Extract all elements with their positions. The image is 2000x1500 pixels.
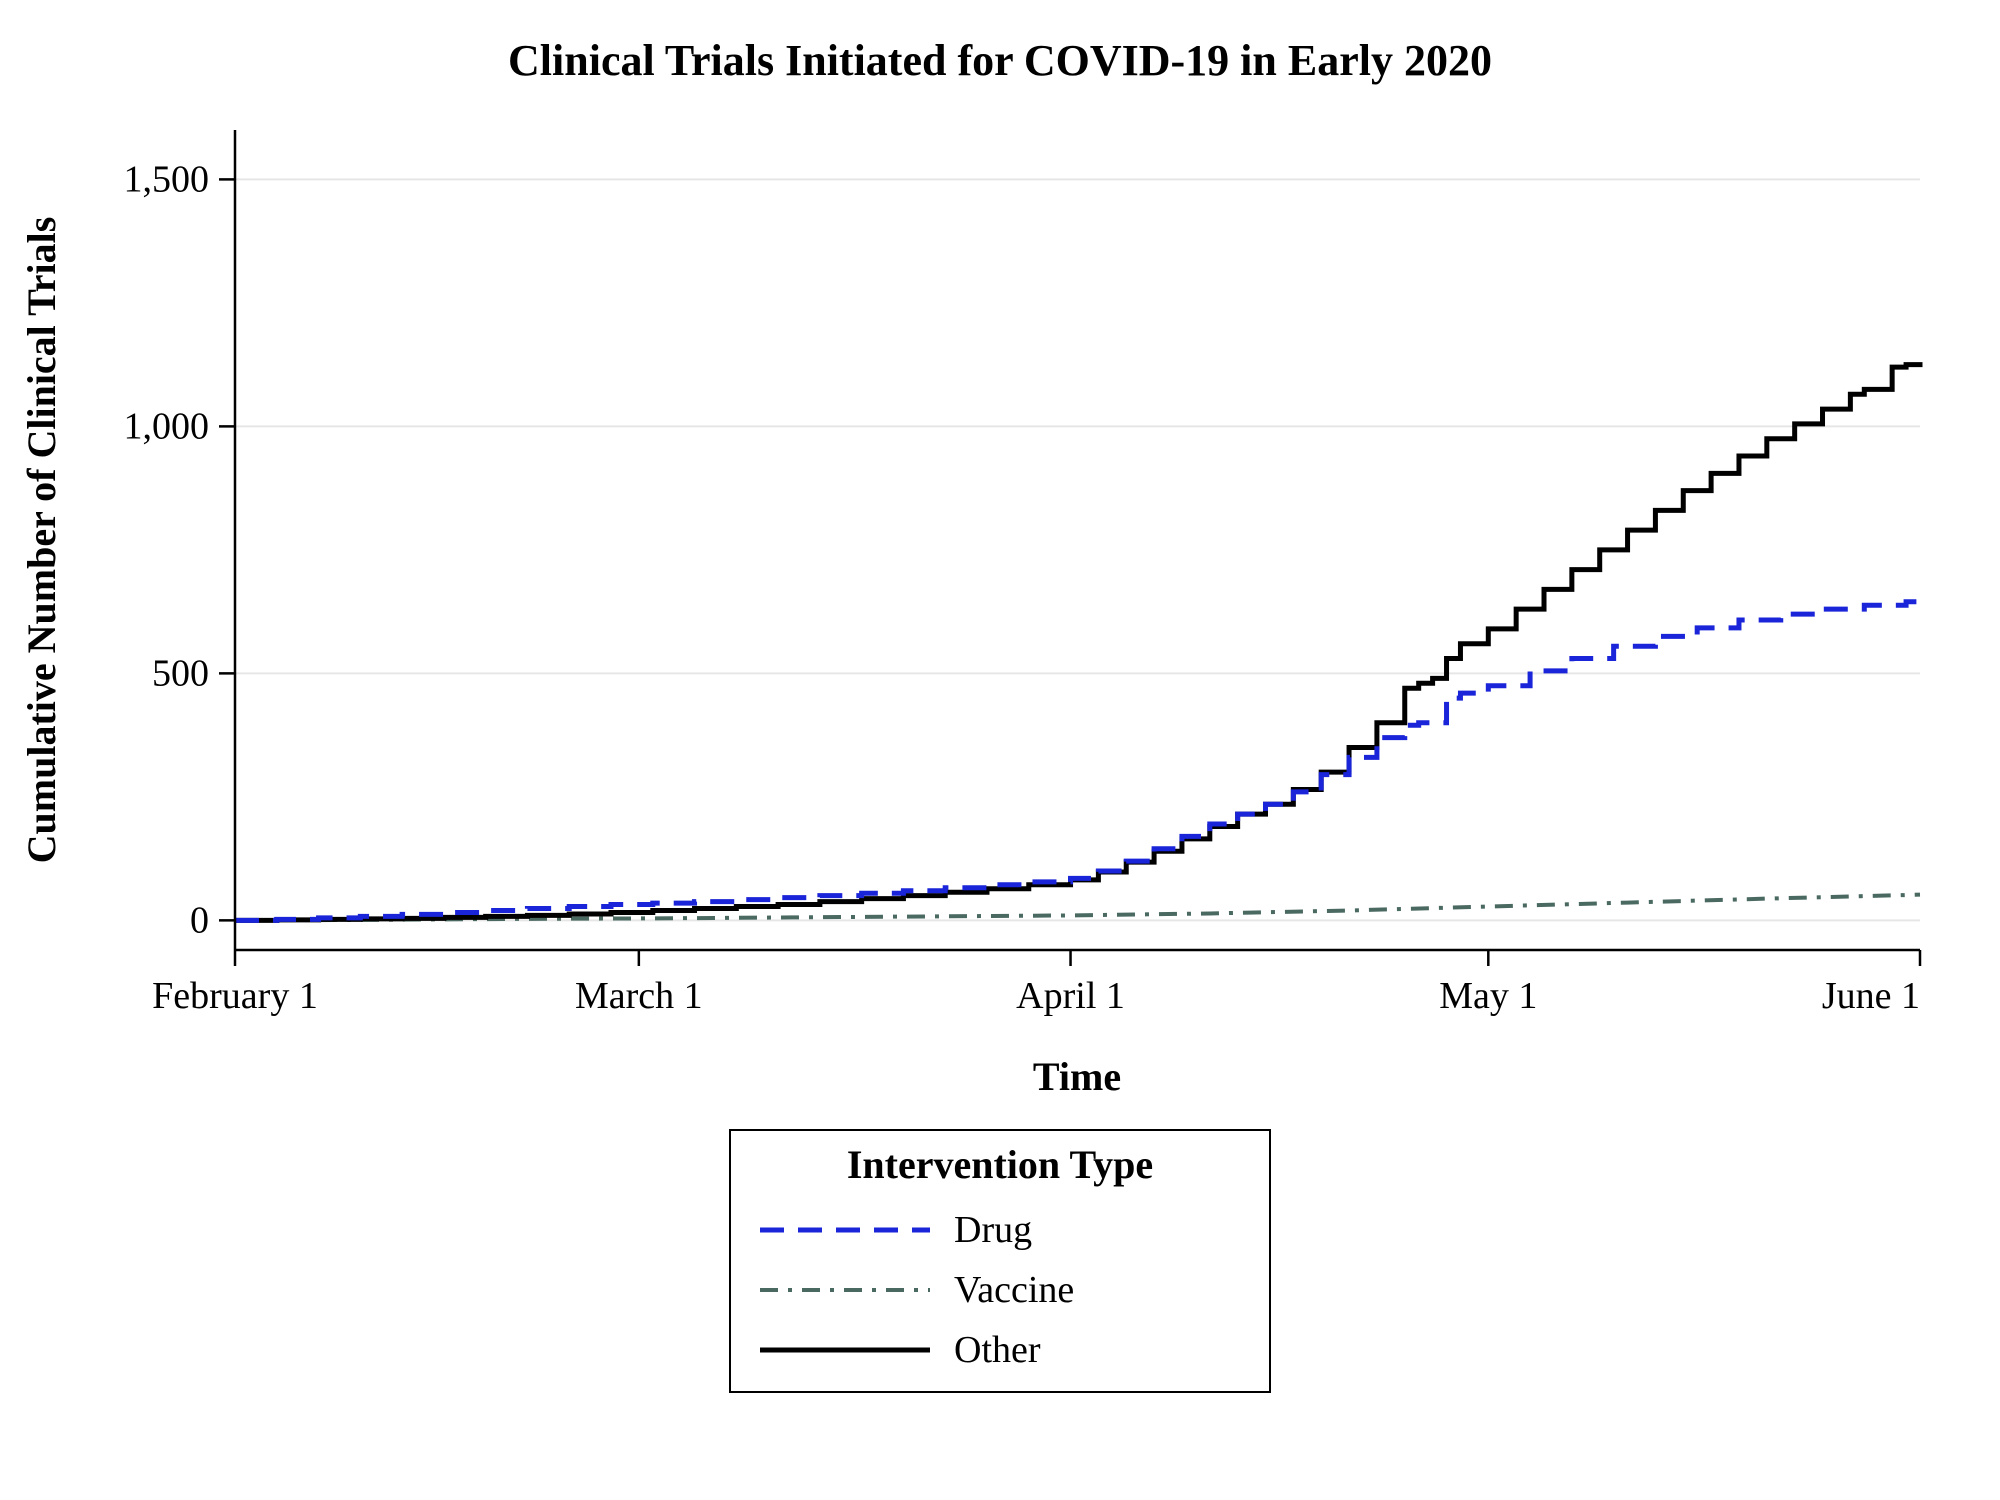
series-group: [235, 362, 1920, 920]
chart-container: Clinical Trials Initiated for COVID-19 i…: [0, 0, 2000, 1500]
chart-svg: Clinical Trials Initiated for COVID-19 i…: [0, 0, 2000, 1500]
y-axis-label: Cumulative Number of Clinical Trials: [19, 217, 64, 864]
legend-label-other: Other: [954, 1329, 1041, 1371]
x-tick-label: April 1: [1016, 975, 1125, 1017]
legend-title: Intervention Type: [847, 1142, 1153, 1187]
x-tick-label: May 1: [1439, 975, 1537, 1017]
y-tick-label: 1,000: [124, 405, 210, 447]
legend-label-drug: Drug: [954, 1209, 1032, 1251]
x-axis-label: Time: [1033, 1054, 1121, 1099]
series-drug: [235, 600, 1920, 920]
y-tick-label: 500: [152, 652, 209, 694]
grid-lines: [235, 179, 1920, 920]
x-tick-label: February 1: [152, 975, 318, 1017]
x-tick-label: June 1: [1822, 975, 1920, 1017]
chart-title: Clinical Trials Initiated for COVID-19 i…: [508, 36, 1492, 85]
y-tick-label: 1,500: [124, 158, 210, 200]
y-tick-label: 0: [190, 899, 209, 941]
series-other: [235, 362, 1920, 920]
legend: Intervention Type Drug Vaccine Other: [730, 1130, 1270, 1392]
legend-label-vaccine: Vaccine: [954, 1269, 1074, 1311]
axes-group: 0 500 1,000 1,500 February 1 March 1 April 1 Ma…: [124, 130, 1921, 1017]
x-tick-label: March 1: [575, 975, 703, 1017]
